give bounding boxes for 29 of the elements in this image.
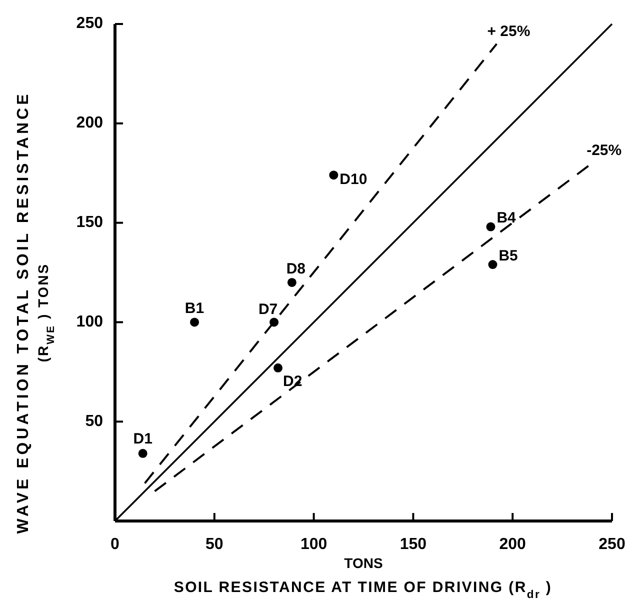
series-label: D2 xyxy=(283,372,302,390)
series-label: D8 xyxy=(286,260,306,278)
series-label: D1 xyxy=(133,430,152,448)
point xyxy=(190,318,200,327)
x-tick-label: 0 xyxy=(110,536,120,553)
y-tick-label: 200 xyxy=(76,114,104,132)
x-tick-label: 150 xyxy=(400,536,427,553)
annotation: + 25% xyxy=(487,22,530,40)
point xyxy=(274,363,283,372)
series-label: B5 xyxy=(498,248,518,265)
y-tick-label: 150 xyxy=(76,214,104,232)
point xyxy=(138,448,148,458)
point xyxy=(329,170,338,180)
x-tick-label: 50 xyxy=(206,536,224,553)
series-label: B4 xyxy=(496,210,517,227)
x-tick-label: 100 xyxy=(300,536,328,553)
y-tick-label: 250 xyxy=(76,15,104,32)
x-tick-label: 200 xyxy=(499,536,526,553)
point xyxy=(488,260,498,270)
series-label: B1 xyxy=(184,300,204,318)
annotation: -25% xyxy=(586,142,622,160)
series-label: D7 xyxy=(258,301,278,318)
series-label: D10 xyxy=(340,171,368,188)
y-tick-label: 100 xyxy=(76,313,104,330)
y-tick-label: 50 xyxy=(85,412,104,430)
point xyxy=(486,222,496,232)
x-axis-title: TONS SOIL RESISTANCE AT TIME OF DRIVING (R$_{dr}$) xyxy=(174,555,552,601)
x-tick-label: 250 xyxy=(598,536,626,553)
point xyxy=(287,278,296,287)
